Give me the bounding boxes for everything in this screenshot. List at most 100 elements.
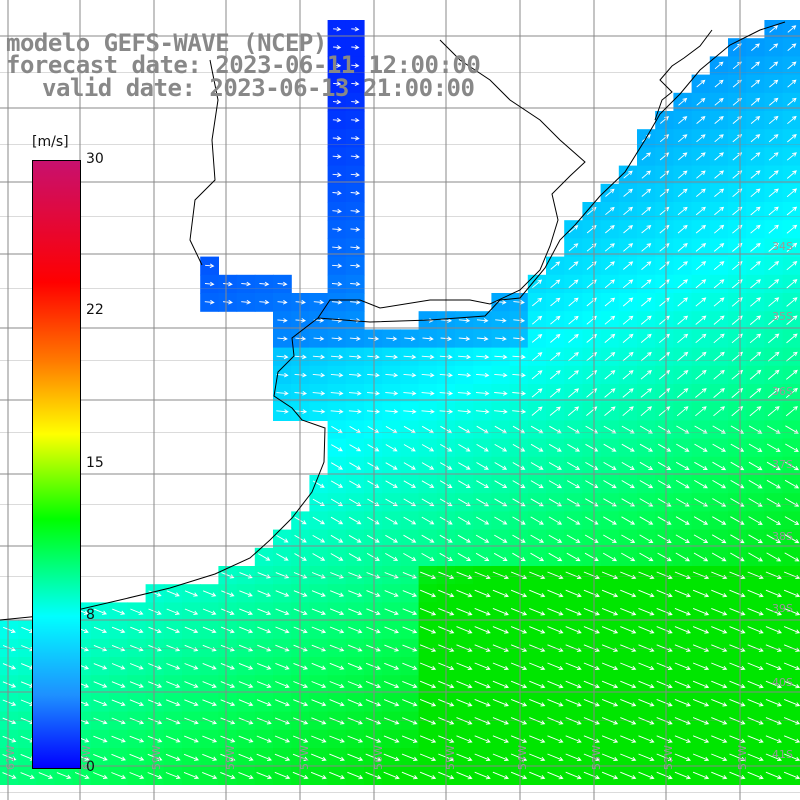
wind-arrow [350,299,361,305]
wind-arrow [621,552,636,562]
wind-arrow [475,552,490,561]
wind-arrow [365,662,381,670]
wind-arrow [311,699,327,707]
wind-arrow [583,607,600,616]
wind-arrow [603,443,617,452]
wind-arrow [383,771,400,780]
wind-arrow [677,170,688,179]
wind-arrow [93,681,108,688]
wind-arrow [312,480,325,488]
wind-arrow [259,299,270,305]
wind-arrow [312,553,326,561]
wind-arrow [332,245,343,250]
wind-arrow [403,462,416,470]
wind-arrow [674,753,691,762]
wind-arrow [657,534,672,543]
wind-arrow [583,662,600,671]
wind-arrow [622,297,634,307]
la-plata-estuary-border [189,39,586,319]
wind-arrow [547,644,564,652]
wind-arrow [221,608,235,615]
wind-arrow [693,552,709,562]
wind-arrow [531,352,543,362]
wind-arrow [713,261,725,271]
wind-arrow [601,753,619,762]
wind-arrow [749,333,762,344]
wind-arrow [765,662,782,671]
wind-arrow [766,443,781,452]
wind-arrow [184,681,199,688]
wind-arrow [220,681,236,688]
wind-arrow [421,354,435,360]
wind-arrow [786,297,798,307]
latitude-label: 38S [772,530,793,543]
wind-arrow [786,224,798,234]
wind-arrow [332,190,342,196]
grid-labels: 34S 35S 36S 37S 38S 39S 40S 41S 61W 60W 59W 58W 57W 5… [4,240,793,770]
wind-arrow [332,172,342,178]
wind-arrow [512,552,526,562]
wind-arrow [166,699,181,707]
wind-arrow [111,772,127,780]
wind-arrow [677,206,688,216]
wind-arrow [585,480,599,489]
wind-arrow [529,626,546,634]
wind-arrow [692,571,710,580]
wind-arrow [348,553,362,561]
wind-arrow [768,279,780,289]
wind-arrow [421,480,435,488]
wind-arrow [565,644,582,652]
wind-arrow [420,571,437,580]
wind-arrow [786,369,798,380]
wind-arrow [402,590,418,597]
wind-arrow [750,116,761,124]
wind-arrow [547,626,564,634]
wind-arrow [768,134,779,143]
wind-arrow [495,299,507,305]
wind-cell [782,438,800,458]
wind-arrow [529,662,546,671]
wind-arrow [330,553,344,561]
wind-arrow [747,753,764,762]
wind-arrow [711,534,727,544]
wind-arrow [366,553,380,561]
wind-arrow [692,607,710,616]
wind-arrow [331,444,343,452]
wind-arrow [474,680,491,689]
latitude-label: 39S [772,602,793,615]
wind-arrow [494,534,508,543]
wind-arrow [529,698,546,707]
wind-arrow [384,626,399,634]
wind-arrow [641,152,652,161]
longitude-label: 60W [80,745,93,770]
wind-arrow [585,443,599,452]
wind-arrow [384,572,399,579]
wind-arrow [275,626,290,634]
wind-arrow [330,372,344,378]
wind-arrow [787,115,797,125]
wind-arrow [333,81,342,87]
wind-arrow [730,443,745,452]
wind-arrow [456,771,473,780]
wind-arrow [129,663,144,670]
wind-arrow [312,535,326,543]
wind-arrow [748,443,763,452]
wind-arrow [583,626,600,634]
wind-arrow [277,336,288,341]
wind-arrow [166,590,180,597]
wind-arrow [675,480,690,489]
wind-arrow [784,552,800,562]
wind-arrow [674,571,691,580]
wind-arrow [510,753,528,762]
wind-arrow [620,644,637,652]
wind-arrow [351,81,360,87]
wind-arrow [765,753,782,762]
wind-arrow [547,735,564,743]
wind-arrow [677,188,688,197]
wind-arrow [783,753,800,762]
wind-arrow [783,607,800,616]
wind-arrow [165,735,181,743]
wind-arrow [530,552,545,562]
wind-arrow [475,391,490,396]
